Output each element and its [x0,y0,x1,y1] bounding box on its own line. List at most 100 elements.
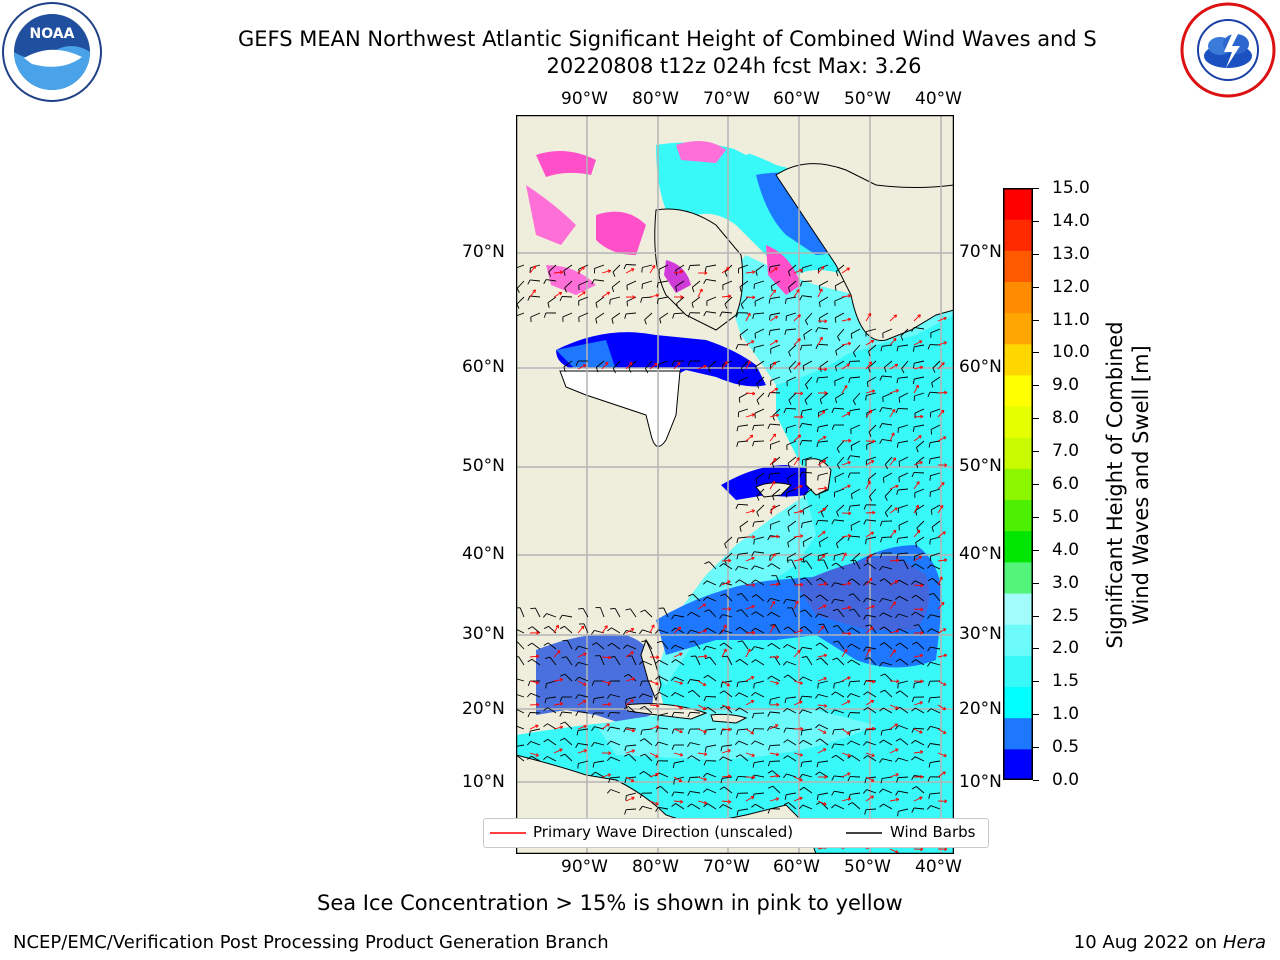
wind-barb [803,328,813,335]
wind-barb [914,376,925,380]
wave-direction-arrow [553,726,563,730]
wind-barb-flag [624,809,627,815]
wind-barb [738,808,749,812]
wind-barb-flag [896,378,899,384]
wind-barb-flag [752,762,755,768]
wave-arrow-head [679,626,682,631]
wind-barb [578,728,589,731]
wind-barb-flag [767,711,771,717]
wind-barb-flag [783,739,788,744]
wind-barb [900,738,909,746]
wind-barb [818,327,829,330]
wave-direction-arrow [817,625,825,634]
wave-direction-arrow [553,650,561,658]
wave-direction-arrow [817,508,826,514]
wind-barb-flag [847,627,852,632]
wind-barb-flag [831,775,835,781]
wind-barb-flag [688,593,693,597]
wind-barb-flag [655,807,659,812]
wind-barb-flag [591,630,595,635]
wind-barb [770,440,781,445]
wind-barb [754,792,765,795]
wind-barb-flag [831,743,835,749]
wind-barb-flag [687,712,691,718]
wind-barb-flag [928,592,934,596]
wave-arrow-head [752,536,756,539]
wind-barb [897,407,909,410]
wave-direction-arrow [889,748,899,754]
wind-barb [626,644,637,650]
wind-barb-flag [928,762,931,768]
colorbar-tick-mark [1033,188,1039,189]
wave-direction-arrow [649,624,655,634]
wind-barb-flag [736,682,739,688]
wind-barb [772,488,781,496]
wave-direction-arrow [865,554,873,562]
wind-barb-flag [847,643,852,648]
wind-barb [611,312,621,320]
wind-barb [819,392,829,400]
wind-barb [646,640,653,650]
wind-barb [787,536,797,543]
wave-direction-arrow [889,389,899,394]
wind-barb [914,739,925,746]
wave-arrow-head [799,434,802,438]
wind-barb [755,472,765,480]
wind-barb [754,328,765,334]
wind-barb [851,488,861,495]
wave-arrow-head [751,796,755,800]
wave-arrow-head [872,728,876,731]
wind-barb-flag [848,608,855,611]
wave-direction-arrow [865,313,872,322]
wave-arrow-head [799,338,801,342]
wind-barb [866,536,877,540]
wind-barb [836,264,845,272]
wind-barb-flag [724,303,728,309]
wind-barb-flag [832,729,835,735]
colorbar-tick-label: 0.0 [1052,770,1080,790]
wind-barb [787,552,797,559]
wave-arrow-head [848,512,852,516]
wave-direction-arrow [841,798,851,802]
wind-barb [801,440,813,442]
colorbar-tick-mark [1033,615,1039,617]
wind-barb-flag [846,740,852,745]
wind-barb-flag [783,408,787,414]
wave-arrow-head [896,773,899,777]
wind-barb [614,608,621,618]
wind-barb-flag [527,279,531,285]
wind-barb-flag [930,429,933,435]
wind-barb-flag [912,378,915,385]
wind-barb [834,804,845,810]
wind-barb [611,642,621,650]
wind-barb [610,694,621,698]
map-panel [515,114,955,855]
wind-barb [771,675,781,682]
wind-barb [804,626,813,634]
wind-barb [724,296,733,305]
wind-barb [916,641,925,650]
wind-barb [676,296,685,305]
wind-barb-flag [864,729,867,735]
wind-barb [723,786,733,794]
wave-direction-arrow [529,655,540,658]
wind-barb-flag [704,609,710,613]
wind-barb [600,607,605,618]
wind-barb [610,726,621,730]
wind-barb [642,264,653,268]
wind-barb [708,561,717,570]
wind-barb [739,626,749,634]
wind-barb-flag [928,442,931,448]
wave-direction-arrow [937,576,943,586]
wave-direction-arrow [769,481,776,490]
wave-direction-arrow [865,795,874,802]
wind-barb-flag [846,693,851,698]
wave-arrow-head [800,629,803,633]
wave-direction-arrow [769,340,778,346]
lon-tick-top: 50°W [844,89,891,109]
colorbar-tick-mark [1033,484,1039,485]
wind-barb-flag [847,755,852,759]
wind-barb-flag [768,473,771,479]
wind-barb [770,328,781,331]
wave-direction-arrow [697,630,707,634]
